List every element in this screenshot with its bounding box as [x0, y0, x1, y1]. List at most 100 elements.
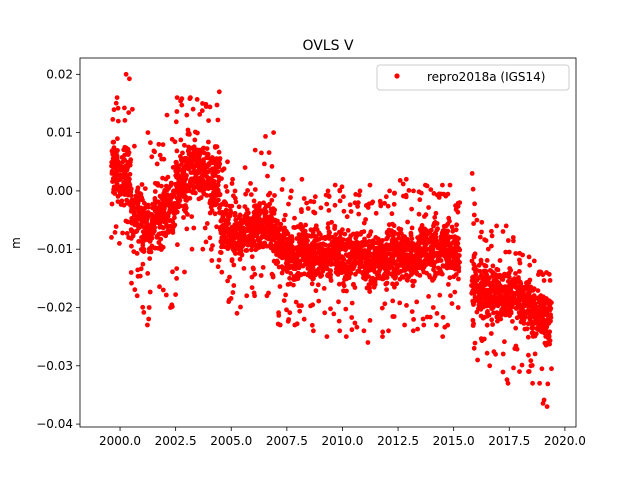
data-point — [159, 244, 164, 250]
data-point — [418, 228, 424, 234]
data-point — [385, 203, 391, 209]
data-point — [173, 119, 179, 125]
data-point — [251, 239, 257, 245]
data-point — [544, 270, 549, 275]
data-point — [251, 214, 257, 220]
data-point — [214, 144, 220, 150]
y-tick-label: −0.03 — [36, 359, 73, 373]
data-point — [455, 305, 461, 310]
data-point — [530, 303, 536, 309]
data-point — [370, 255, 376, 260]
data-point — [534, 326, 540, 331]
data-point — [285, 231, 291, 237]
data-point — [220, 214, 226, 220]
data-point — [296, 236, 302, 242]
data-point — [286, 201, 291, 207]
data-point — [489, 228, 494, 234]
data-point — [145, 202, 151, 208]
data-point — [204, 221, 210, 226]
data-point — [500, 229, 506, 234]
data-point — [489, 243, 494, 249]
data-point — [525, 286, 530, 291]
data-point — [243, 248, 249, 253]
data-point — [135, 185, 141, 191]
data-point — [455, 240, 461, 246]
data-point — [308, 254, 313, 260]
data-point — [221, 229, 227, 235]
data-point — [434, 322, 439, 328]
data-point — [295, 270, 301, 276]
data-point — [433, 235, 439, 240]
data-point — [182, 269, 187, 275]
data-point — [440, 237, 446, 243]
data-point — [542, 340, 548, 346]
data-point — [529, 363, 535, 368]
data-point — [420, 316, 426, 322]
data-point — [176, 190, 181, 196]
data-point — [401, 193, 406, 199]
data-point — [127, 171, 133, 177]
data-point — [178, 137, 184, 143]
data-point — [444, 261, 450, 267]
data-point — [130, 220, 135, 226]
data-point — [503, 249, 509, 255]
data-point — [216, 157, 222, 163]
data-point — [331, 261, 337, 267]
data-point — [289, 188, 294, 194]
data-point — [541, 278, 547, 283]
data-point — [313, 234, 319, 239]
data-point — [296, 232, 302, 238]
data-point — [152, 189, 158, 194]
data-point — [186, 130, 192, 136]
data-point — [232, 213, 238, 219]
data-point — [493, 351, 498, 357]
data-point — [502, 287, 508, 293]
data-point — [110, 117, 116, 122]
data-point — [361, 328, 367, 334]
data-point — [489, 269, 495, 275]
data-point — [469, 171, 475, 176]
data-point — [508, 310, 514, 316]
data-point — [147, 239, 153, 244]
data-point — [422, 242, 428, 248]
data-point — [490, 297, 495, 303]
data-point — [404, 272, 409, 278]
data-point — [225, 278, 231, 284]
data-point — [257, 202, 262, 208]
data-point — [545, 329, 551, 335]
data-point — [288, 248, 294, 254]
data-point — [284, 307, 289, 313]
data-point — [267, 215, 273, 221]
data-point — [297, 308, 303, 314]
data-point — [384, 280, 390, 286]
data-point — [374, 249, 380, 255]
data-point — [455, 256, 460, 262]
data-point — [470, 323, 476, 328]
data-point — [447, 275, 453, 281]
data-point — [329, 247, 335, 253]
data-point — [275, 249, 281, 255]
data-point — [305, 206, 311, 211]
data-point — [112, 165, 118, 170]
data-point — [363, 272, 369, 278]
data-point — [502, 295, 508, 300]
data-point — [197, 181, 202, 186]
data-point — [341, 208, 347, 214]
data-point — [111, 107, 117, 113]
data-point — [434, 311, 440, 316]
data-point — [488, 301, 494, 307]
data-point — [471, 345, 477, 351]
data-point — [494, 266, 500, 272]
data-point — [209, 258, 215, 263]
data-point — [454, 252, 460, 258]
data-point — [145, 322, 150, 328]
data-point — [430, 305, 436, 310]
data-point — [174, 95, 180, 100]
data-point — [390, 274, 396, 279]
data-point — [380, 329, 386, 335]
data-point — [132, 287, 138, 293]
data-point — [392, 191, 397, 196]
data-point — [144, 217, 150, 223]
data-point — [266, 192, 271, 198]
data-point — [375, 236, 381, 242]
